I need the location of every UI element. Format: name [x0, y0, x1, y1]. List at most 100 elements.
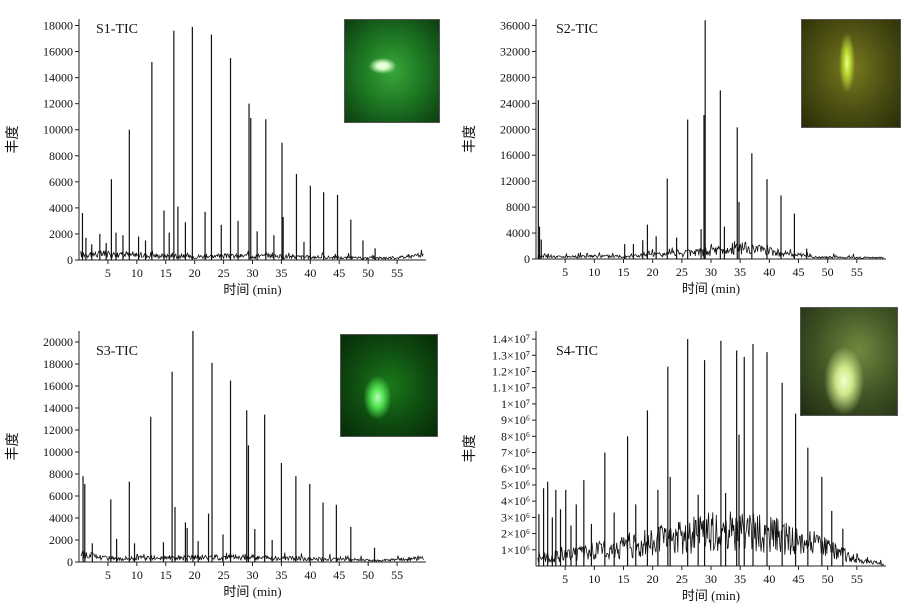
- x-tick-label: 5: [562, 265, 568, 279]
- x-tick-label: 55: [851, 572, 863, 586]
- y-tick-label: 24000: [500, 96, 530, 110]
- y-tick-label: 6000: [49, 489, 73, 503]
- x-tick-label: 15: [618, 572, 630, 586]
- x-tick-label: 50: [362, 266, 374, 280]
- x-tick-label: 5: [105, 568, 111, 582]
- y-tick-label: 14000: [43, 401, 73, 415]
- chart-panel-1: 0 2000 4000 6000 8000 10000 12000 14000 16000 180…: [5, 19, 426, 297]
- y-tick-label: 7×10⁶: [501, 446, 530, 460]
- y-tick-label: 32000: [500, 44, 530, 58]
- y-tick-label: 16000: [43, 379, 73, 393]
- y-tick-label: 12000: [43, 423, 73, 437]
- x-axis-label: 时间 (min): [223, 584, 281, 599]
- y-tick-label: 18000: [43, 19, 73, 33]
- x-tick-label: 35: [734, 572, 746, 586]
- x-tick-label: 30: [247, 266, 259, 280]
- y-tick-label: 16000: [43, 45, 73, 59]
- fluorescence-micrograph-s4: [800, 307, 898, 416]
- y-tick-label: 10000: [43, 123, 73, 137]
- y-tick-label: 12000: [500, 174, 530, 188]
- x-tick-label: 30: [247, 568, 259, 582]
- y-tick-label: 0: [67, 555, 73, 569]
- y-tick-label: 2000: [49, 227, 73, 241]
- tic-baseline-trace: [537, 240, 884, 260]
- y-tick-label: 4×10⁶: [501, 494, 530, 508]
- y-axis-label: 丰度: [5, 126, 21, 154]
- y-tick-label: 20000: [500, 122, 530, 136]
- y-tick-label: 14000: [43, 71, 73, 85]
- panel-title: S3-TIC: [96, 344, 138, 359]
- y-tick-label: 8×10⁶: [501, 429, 530, 443]
- y-tick-label: 10000: [43, 445, 73, 459]
- x-tick-label: 40: [763, 265, 775, 279]
- y-tick-label: 5×10⁶: [501, 478, 530, 492]
- y-tick-label: 1×10⁷: [501, 397, 530, 411]
- x-tick-label: 45: [333, 568, 345, 582]
- x-tick-label: 50: [362, 568, 374, 582]
- x-tick-label: 10: [131, 568, 143, 582]
- x-tick-label: 15: [618, 265, 630, 279]
- x-tick-label: 45: [793, 265, 805, 279]
- x-tick-label: 40: [304, 266, 316, 280]
- y-axis-label: 丰度: [462, 435, 478, 463]
- x-tick-label: 20: [647, 572, 659, 586]
- y-tick-label: 4000: [49, 201, 73, 215]
- fluorescence-micrograph-s1: [344, 19, 440, 123]
- y-tick-label: 18000: [43, 357, 73, 371]
- y-tick-label: 0: [67, 253, 73, 267]
- y-axis-label: 丰度: [5, 433, 21, 461]
- x-tick-label: 50: [822, 265, 834, 279]
- x-tick-label: 45: [333, 266, 345, 280]
- y-tick-label: 28000: [500, 70, 530, 84]
- y-tick-label: 1.4×10⁷: [492, 332, 530, 346]
- x-tick-label: 10: [588, 572, 600, 586]
- x-axis-label: 时间 (min): [682, 588, 740, 603]
- y-tick-label: 8000: [506, 200, 530, 214]
- y-tick-label: 8000: [49, 467, 73, 481]
- x-tick-label: 25: [218, 266, 230, 280]
- y-tick-label: 12000: [43, 97, 73, 111]
- y-tick-label: 8000: [49, 149, 73, 163]
- y-tick-label: 1×10⁶: [501, 543, 530, 557]
- x-tick-label: 40: [304, 568, 316, 582]
- x-tick-label: 30: [705, 265, 717, 279]
- fluorescence-micrograph-s2: [801, 19, 901, 128]
- panel-title: S1-TIC: [96, 22, 138, 37]
- x-tick-label: 55: [391, 266, 403, 280]
- x-tick-label: 15: [160, 568, 172, 582]
- x-tick-label: 15: [160, 266, 172, 280]
- x-tick-label: 55: [851, 265, 863, 279]
- y-tick-label: 36000: [500, 18, 530, 32]
- x-tick-label: 40: [763, 572, 775, 586]
- chart-panel-4: 1×10⁶ 2×10⁶ 3×10⁶ 4×10⁶ 5×10⁶ 6×10⁶ 7×10⁶ 8×10⁶…: [462, 331, 886, 603]
- tic-baseline-trace: [80, 550, 424, 563]
- x-tick-label: 35: [734, 265, 746, 279]
- x-tick-label: 10: [131, 266, 143, 280]
- x-tick-label: 5: [105, 266, 111, 280]
- y-tick-label: 0: [524, 252, 530, 266]
- panel-title: S4-TIC: [556, 344, 598, 359]
- x-tick-label: 20: [647, 265, 659, 279]
- x-tick-label: 25: [676, 265, 688, 279]
- y-tick-label: 3×10⁶: [501, 510, 530, 524]
- y-axis-label: 丰度: [462, 125, 478, 153]
- x-axis-label: 时间 (min): [682, 281, 740, 296]
- x-axis-label: 时间 (min): [223, 282, 281, 297]
- tic-baseline-trace: [537, 511, 884, 567]
- x-tick-label: 45: [793, 572, 805, 586]
- y-tick-label: 1.3×10⁷: [492, 348, 530, 362]
- x-tick-label: 50: [822, 572, 834, 586]
- y-tick-label: 9×10⁶: [501, 413, 530, 427]
- chart-panel-3: 0 2000 4000 6000 8000 10000 12000 14000 16000 180…: [5, 331, 426, 599]
- x-tick-label: 20: [189, 568, 201, 582]
- panel-title: S2-TIC: [556, 22, 598, 37]
- y-tick-label: 2000: [49, 533, 73, 547]
- y-tick-label: 4000: [506, 226, 530, 240]
- x-tick-label: 25: [676, 572, 688, 586]
- chart-panel-2: 0 4000 8000 12000 16000 20000 24000 28000 32000 3…: [462, 18, 886, 296]
- x-tick-label: 20: [189, 266, 201, 280]
- x-tick-label: 5: [562, 572, 568, 586]
- y-tick-label: 1.2×10⁷: [492, 365, 530, 379]
- tic-baseline-trace: [80, 249, 424, 261]
